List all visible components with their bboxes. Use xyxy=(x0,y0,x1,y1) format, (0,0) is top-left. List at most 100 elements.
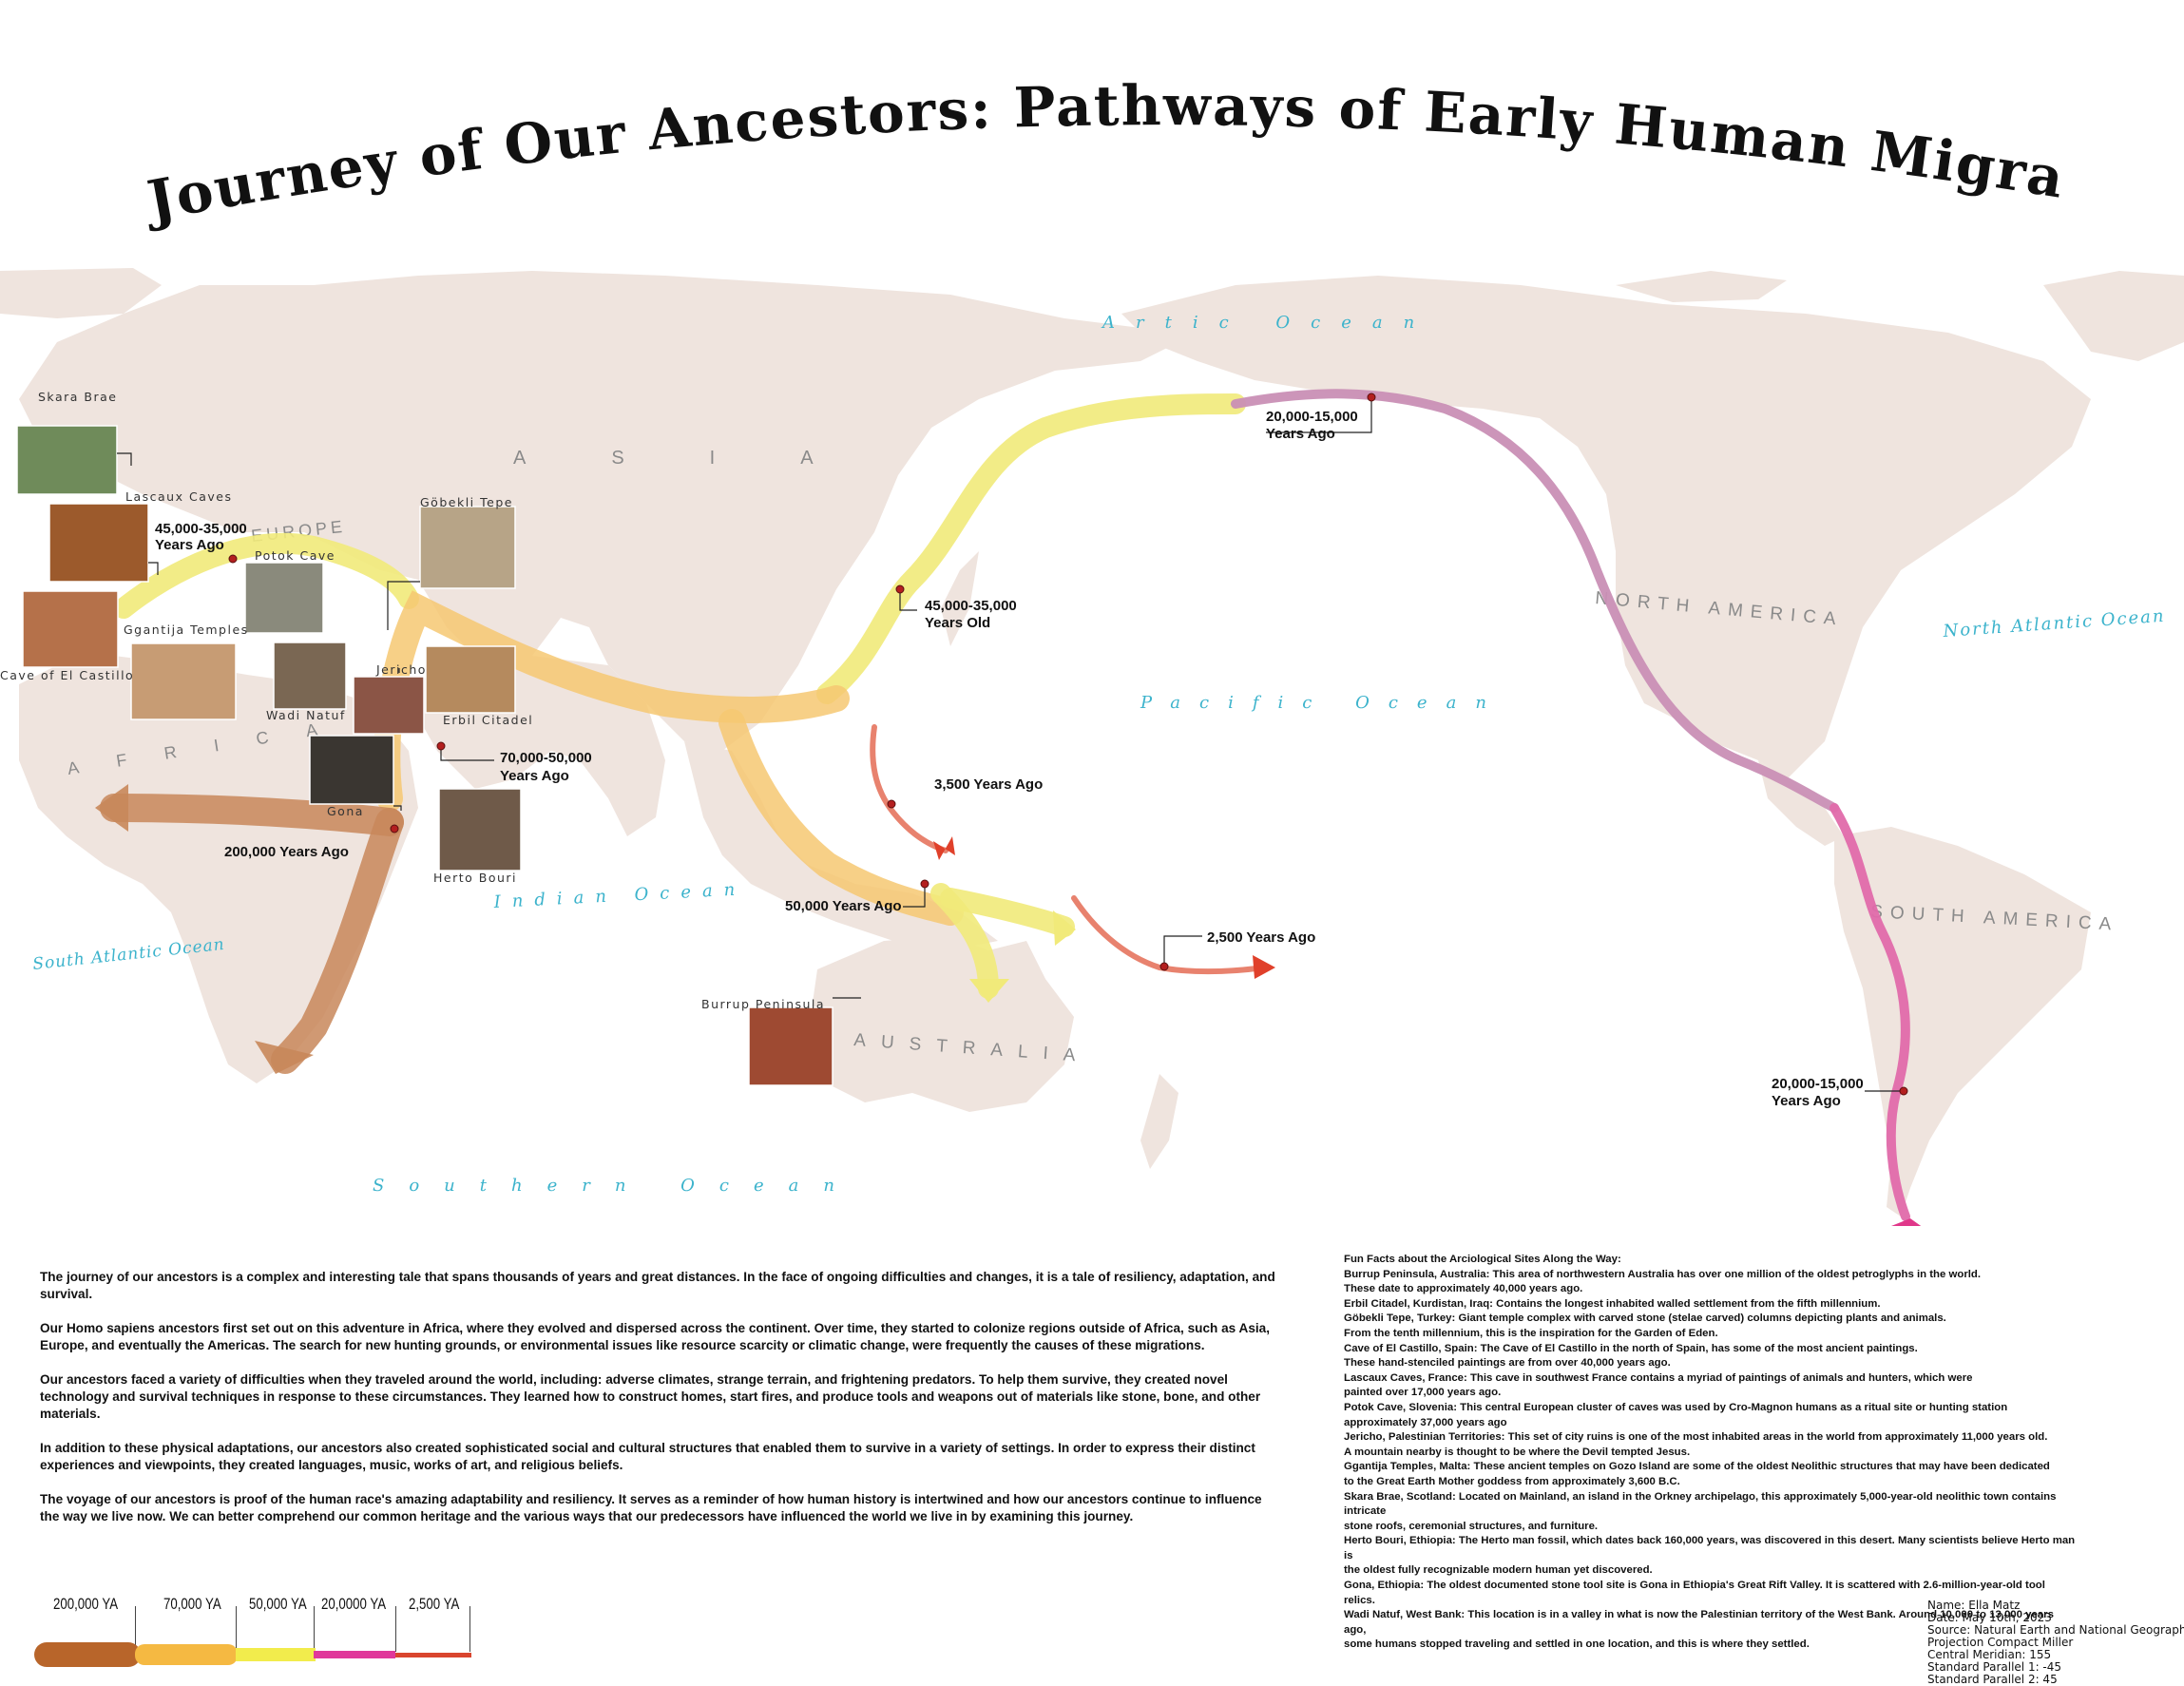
ocean-label-arctic: Artic Ocean xyxy=(1101,313,1435,333)
continent-label-asia: ASIA xyxy=(513,448,899,469)
credit-line: Central Meridian: 155 xyxy=(1927,1648,2052,1661)
legend-label-50k: 50,000 YA xyxy=(249,1595,307,1613)
title-banner: Journey of Our Ancestors: Pathways of Ea… xyxy=(0,0,2068,235)
date-south-america-1: 20,000-15,000 xyxy=(1772,1076,1864,1092)
legend-bar-50k xyxy=(236,1648,316,1661)
fun-fact-item: Jericho, Palestinian Territories: This s… xyxy=(1344,1431,2048,1458)
site-labels: Skara Brae Lascaux Caves Potok Cave Göbe… xyxy=(0,390,825,1011)
leader-pacific-2 xyxy=(1163,935,1202,967)
marker-out-of-africa xyxy=(436,741,446,751)
site-label-skara-brae: Skara Brae xyxy=(38,390,117,404)
arrowhead-africa-south xyxy=(255,1041,314,1074)
route-america-purple xyxy=(1231,389,1839,813)
date-east-asia-1: 45,000-35,000 xyxy=(925,598,1017,614)
credit-line: Standard Parallel 2: 45 xyxy=(1927,1673,2058,1686)
site-label-ggantija: Ggantija Temples xyxy=(124,623,249,637)
date-pacific-2: 2,500 Years Ago xyxy=(1207,929,1315,946)
thumb-gobekli xyxy=(419,506,516,589)
date-indonesia: 50,000 Years Ago xyxy=(785,898,902,914)
arrowhead-pacific-1 xyxy=(933,836,955,860)
legend-label-70k: 70,000 YA xyxy=(163,1595,221,1613)
arrowhead-africa-west xyxy=(95,784,128,832)
land-north-america xyxy=(1121,276,2091,779)
site-label-herto-bouri: Herto Bouri xyxy=(433,871,517,885)
map-title-text: Journey of Our Ancestors: Pathways of Ea… xyxy=(0,0,2068,235)
thumb-potok xyxy=(244,562,324,634)
thumb-gona xyxy=(309,735,394,805)
fun-fact-item: Ggantija Temples, Malta: These ancient t… xyxy=(1344,1461,2050,1487)
site-label-el-castillo: Cave of El Castillo xyxy=(0,668,134,682)
intro-text: The journey of our ancestors is a comple… xyxy=(40,1269,1275,1542)
credit-line: Projection Compact Miller xyxy=(1927,1636,2074,1649)
timeline-legend: 200,000 YA 70,000 YA 50,000 YA 20,0000 Y… xyxy=(29,1578,485,1673)
leader-skara xyxy=(117,452,132,466)
marker-east-asia xyxy=(895,584,905,594)
legend-tick xyxy=(395,1606,396,1652)
land-greenland-left xyxy=(0,268,162,318)
route-europe-arc xyxy=(113,532,419,619)
thumb-lascaux xyxy=(48,503,149,583)
thumb-wadi-natuf xyxy=(273,642,347,710)
fun-fact-item: Gona, Ethiopia: The oldest documented st… xyxy=(1344,1580,2045,1606)
fun-fact-item: Skara Brae, Scotland: Located on Mainlan… xyxy=(1344,1490,2057,1532)
fun-fact-item: Potok Cave, Slovenia: This central Europ… xyxy=(1344,1401,2008,1428)
legend-label-2500: 2,500 YA xyxy=(409,1595,460,1613)
site-label-gobekli: Göbekli Tepe xyxy=(420,495,513,509)
legend-tick xyxy=(314,1606,315,1652)
route-africa-north xyxy=(100,794,404,836)
site-thumbnails xyxy=(16,425,833,1086)
site-label-burrup: Burrup Peninsula xyxy=(701,997,825,1011)
marker-africa-origin xyxy=(390,824,399,833)
date-pacific-1: 3,500 Years Ago xyxy=(934,776,1043,793)
date-beringia-2: Years Ago xyxy=(1266,426,1335,442)
thumb-skara-brae xyxy=(16,425,118,495)
date-east-asia-2: Years Old xyxy=(925,615,990,631)
legend-bar-200k xyxy=(34,1642,141,1667)
date-labels: 200,000 Years Ago 70,000-50,000 Years Ag… xyxy=(155,409,1864,1109)
route-arrowheads xyxy=(95,784,1922,1226)
intro-paragraph: The journey of our ancestors is a comple… xyxy=(40,1270,1275,1301)
arrowhead-australia-2 xyxy=(1053,910,1076,946)
fun-fact-item: Lascaux Caves, France: This cave in sout… xyxy=(1344,1371,1973,1399)
intro-paragraph: In addition to these physical adaptation… xyxy=(40,1441,1255,1472)
thumb-herto-bouri xyxy=(438,788,522,872)
site-label-wadi-natuf: Wadi Natuf xyxy=(266,708,346,722)
legend-tick xyxy=(135,1606,136,1652)
fun-fact-item: Cave of El Castillo, Spain: The Cave of … xyxy=(1344,1342,1918,1370)
marker-pacific-1 xyxy=(887,799,896,809)
date-europe-2: Years Ago xyxy=(155,537,224,553)
date-africa-origin: 200,000 Years Ago xyxy=(224,844,349,860)
legend-tick xyxy=(469,1606,470,1652)
intro-paragraph: Our Homo sapiens ancestors first set out… xyxy=(40,1321,1270,1352)
leader-beringia xyxy=(1266,397,1372,433)
thumb-el-castillo xyxy=(22,590,119,668)
credit-line: Date: May 10th, 2023 xyxy=(1927,1611,2052,1624)
legend-bar-2500 xyxy=(395,1653,471,1657)
leader-lascaux xyxy=(148,562,159,575)
credit-line: Name: Ella Matz xyxy=(1927,1599,2021,1612)
legend-bar-20k xyxy=(314,1651,395,1658)
ocean-label-north-atlantic: North Atlantic Ocean xyxy=(1942,606,2166,642)
marker-europe xyxy=(228,554,238,564)
arrowhead-pacific-2 xyxy=(1253,955,1275,979)
land-south-america xyxy=(1834,827,2091,1217)
fun-facts: Fun Facts about the Arciological Sites A… xyxy=(1344,1253,2076,1653)
ocean-label-indian: Indian Ocean xyxy=(492,879,747,912)
marker-beringia xyxy=(1367,393,1376,402)
intro-paragraph: Our ancestors faced a variety of difficu… xyxy=(40,1372,1261,1421)
thumb-jericho xyxy=(353,676,425,735)
fun-fact-item: Erbil Citadel, Kurdistan, Iraq: Contains… xyxy=(1344,1297,1881,1310)
legend-label-200k: 200,000 YA xyxy=(53,1595,119,1613)
leader-east-asia xyxy=(899,591,917,611)
marker-south-america xyxy=(1899,1086,1908,1096)
fun-fact-item: Wadi Natuf, West Bank: This location is … xyxy=(1344,1609,2054,1651)
marker-pacific-2 xyxy=(1159,962,1169,971)
leader-gona xyxy=(393,805,402,811)
date-out-of-africa-1: 70,000-50,000 xyxy=(500,750,592,766)
leader-indonesia xyxy=(903,886,926,908)
route-pacific-1 xyxy=(870,724,948,853)
fun-fact-item: Herto Bouri, Ethiopia: The Herto man fos… xyxy=(1344,1535,2076,1577)
date-south-america-2: Years Ago xyxy=(1772,1093,1841,1109)
site-label-erbil: Erbil Citadel xyxy=(443,713,533,727)
route-america-pink xyxy=(1830,803,1910,1221)
